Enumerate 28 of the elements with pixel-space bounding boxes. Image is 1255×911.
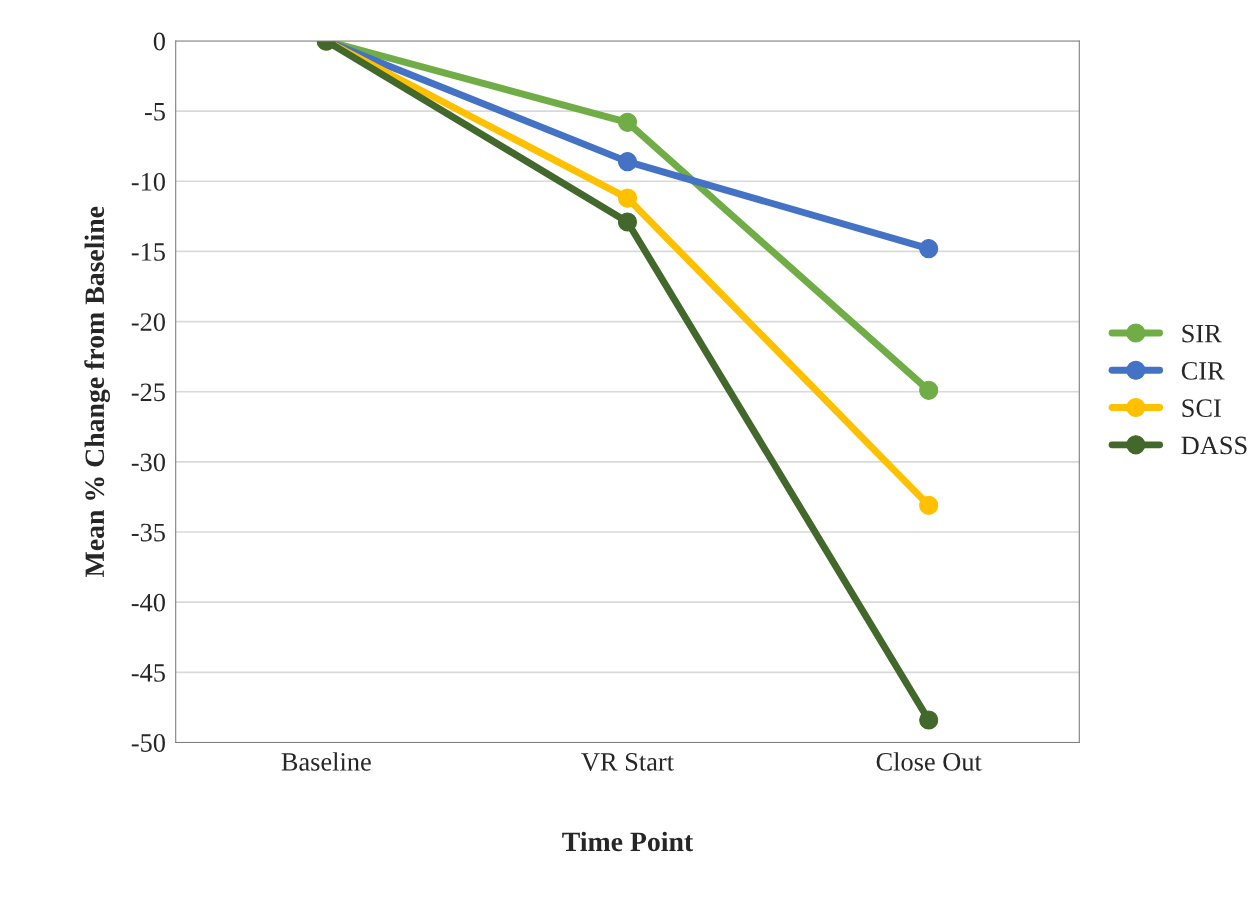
legend-label: CIR: [1181, 362, 1225, 380]
y-axis-title: Mean % Change from Baseline: [84, 206, 110, 577]
y-tick-label: -40: [131, 593, 165, 612]
legend-label: DASS: [1181, 436, 1247, 455]
y-tick-label: -25: [131, 383, 165, 402]
y-tick-label: -5: [144, 103, 165, 121]
y-tick-label: -15: [131, 243, 165, 261]
legend-label: SIR: [1182, 324, 1222, 343]
point: [617, 112, 638, 132]
point: [919, 380, 939, 400]
point: [919, 239, 939, 259]
x-tick-label: VR Start: [581, 753, 674, 771]
y-tick-label: -30: [131, 453, 165, 472]
x-tick-label: Close Out: [876, 752, 982, 771]
y-tick-label: -45: [131, 664, 165, 682]
y-tick-label: -50: [131, 734, 165, 752]
y-tick-label: -10: [131, 172, 165, 191]
y-tick-label: -35: [131, 523, 165, 542]
x-tick-label: Baseline: [281, 752, 371, 771]
point: [617, 152, 638, 172]
point: [919, 495, 939, 515]
y-tick-label: -20: [131, 313, 165, 331]
point: [617, 212, 638, 232]
point: [617, 188, 638, 208]
x-axis-title: Time Point: [562, 831, 694, 852]
point: [919, 710, 939, 730]
legend-label: SCI: [1182, 399, 1221, 418]
y-tick-label: 0: [153, 32, 165, 51]
